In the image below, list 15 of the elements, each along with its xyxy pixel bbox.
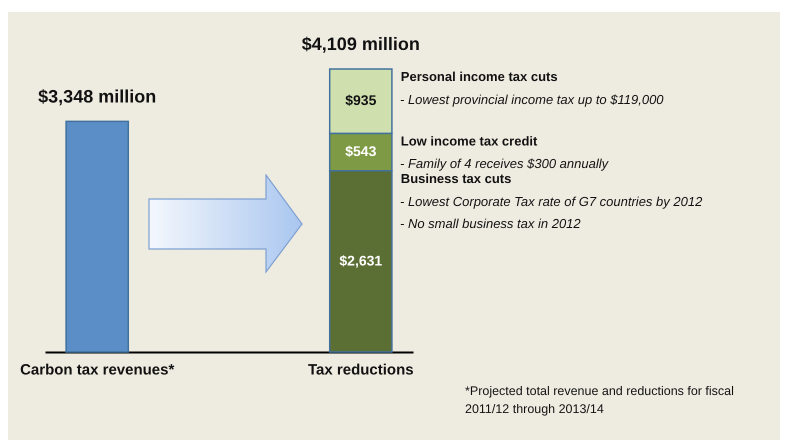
x-tick-label: Carbon tax revenues* xyxy=(20,362,174,378)
annotation: - Lowest provincial income tax up to $119,000 xyxy=(400,92,664,107)
annotation: - Lowest Corporate Tax rate of G7 countries by 2012 xyxy=(400,194,702,209)
series-label: Business tax cuts xyxy=(400,170,512,186)
text: *Projected total revenue and reductions for fiscal 2011/12 through 2013/14 xyxy=(465,383,735,418)
total-label: $4,109 million xyxy=(302,34,420,54)
series-label: Personal income tax cuts xyxy=(400,69,558,84)
data-label: $543 xyxy=(345,143,377,160)
series-label: Low income tax credit xyxy=(400,133,538,148)
data-label: $2,631 xyxy=(339,252,382,268)
x-tick-label: Tax reductions xyxy=(308,362,414,378)
data-label: $935 xyxy=(345,92,377,108)
annotation: - No small business tax in 2012 xyxy=(400,216,581,231)
total-label: $3,348 million xyxy=(38,86,156,106)
annotation: - Family of 4 receives $300 annually xyxy=(400,156,608,171)
